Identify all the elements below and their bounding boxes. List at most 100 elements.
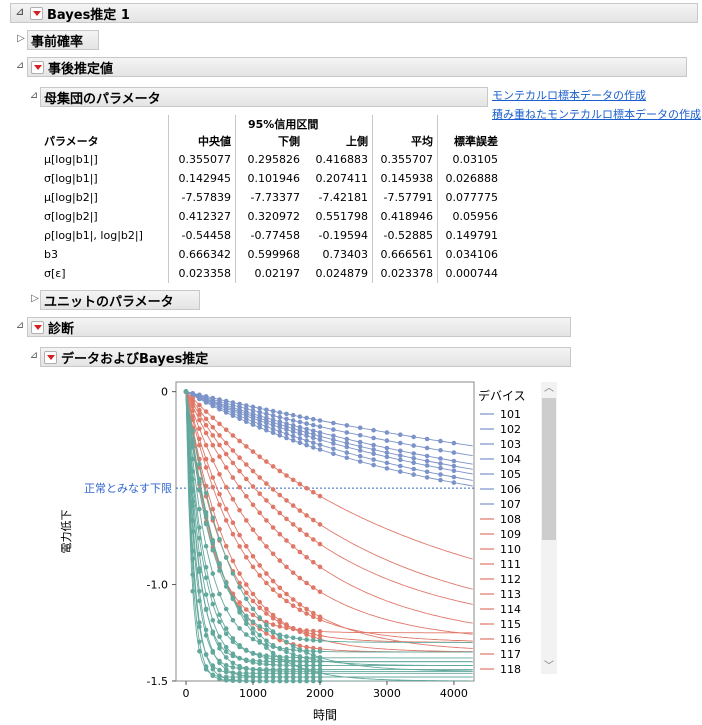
data-point	[223, 518, 229, 523]
red-triangle-menu-icon[interactable]	[31, 60, 44, 74]
data-section-title: データおよびBayes推定	[61, 351, 209, 367]
degradation-chart: 正常とみなす下限 0 1000 2000 3000 4000 0 -1.0 -1.5 時間 電力低下…	[60, 381, 526, 722]
data-point	[290, 678, 296, 684]
data-point	[277, 619, 283, 625]
scroll-up-icon[interactable]: ︿	[544, 383, 554, 394]
data-point	[244, 543, 249, 549]
data-point	[304, 485, 309, 491]
unit-section-header[interactable]: ユニットのパラメータ	[40, 290, 200, 310]
data-point	[297, 419, 303, 425]
data-point	[304, 421, 309, 426]
data-point	[257, 599, 263, 605]
data-point	[257, 406, 263, 411]
collapse-icon[interactable]: ⊿	[29, 90, 39, 101]
data-point	[357, 439, 363, 445]
value-cell: 0.101946	[235, 169, 304, 188]
data-point	[250, 630, 256, 636]
data-point	[197, 569, 202, 575]
expand-icon[interactable]: ▷	[17, 33, 25, 44]
data-point	[311, 669, 316, 674]
prior-section-header[interactable]: 事前確率	[27, 30, 99, 50]
data-point	[244, 613, 249, 619]
value-cell: -0.54458	[168, 226, 236, 245]
data-point	[270, 551, 276, 557]
data-point	[210, 540, 216, 545]
data-point	[203, 442, 209, 448]
y-tick-label: -1.5	[147, 675, 168, 688]
data-point	[210, 475, 216, 480]
value-cell: 0.73403	[322, 248, 369, 261]
parameter-name-cell: σ[log|b2|]	[44, 210, 98, 223]
data-point	[331, 420, 336, 426]
mc-sample-link[interactable]: モンテカルロ標本データの作成	[492, 89, 646, 102]
data-point	[203, 465, 209, 470]
data-point	[264, 407, 269, 413]
data-point	[244, 555, 249, 560]
data-point	[290, 477, 296, 483]
data-point	[284, 538, 289, 543]
data-point	[244, 590, 249, 596]
data-point	[277, 414, 283, 420]
data-point	[217, 526, 222, 532]
value-cell: 0.149791	[437, 226, 502, 245]
expand-icon[interactable]: ▷	[31, 293, 39, 304]
data-point	[371, 442, 376, 448]
data-point	[250, 591, 256, 597]
data-point	[237, 507, 242, 513]
red-triangle-menu-icon[interactable]	[44, 350, 57, 364]
data-point	[438, 456, 443, 461]
data-point	[257, 510, 263, 516]
value-cell: 0.207411	[315, 172, 369, 185]
data-point	[197, 442, 202, 448]
collapse-icon[interactable]: ⊿	[15, 320, 25, 331]
data-point	[297, 671, 303, 676]
data-point	[244, 494, 249, 499]
data-point	[424, 469, 430, 475]
collapse-icon[interactable]: ⊿	[29, 350, 39, 361]
data-point	[290, 635, 296, 641]
data-point	[270, 654, 276, 659]
data-point	[304, 671, 309, 676]
data-point	[230, 460, 236, 466]
data-point	[197, 648, 202, 654]
col-lower: 下側	[235, 115, 304, 150]
data-point	[237, 670, 242, 676]
population-section-header[interactable]: 母集団のパラメータ	[40, 87, 488, 107]
data-point	[250, 658, 256, 663]
data-point	[270, 413, 276, 418]
data-point	[203, 575, 209, 580]
collapse-icon[interactable]: ⊿	[15, 7, 25, 18]
value-cell: -0.52885	[372, 226, 438, 245]
value-cell: 0.024879	[315, 267, 369, 280]
data-point	[304, 644, 309, 650]
y-tick-label: -1.0	[147, 579, 168, 592]
scroll-down-icon[interactable]: ﹀	[544, 661, 554, 672]
red-triangle-menu-icon[interactable]	[31, 320, 44, 334]
data-point	[311, 445, 316, 450]
collapse-icon[interactable]: ⊿	[15, 60, 25, 71]
data-point	[223, 606, 229, 612]
data-point	[317, 655, 323, 660]
data-point	[371, 451, 376, 456]
stacked-mc-sample-link[interactable]: 積み重ねたモンテカルロ標本データの作成	[492, 108, 701, 121]
value-cell: -7.42181	[318, 191, 368, 204]
data-point	[317, 633, 323, 638]
data-point	[217, 674, 222, 679]
data-point	[203, 430, 209, 436]
posterior-section-title: 事後推定値	[48, 61, 114, 77]
data-point	[250, 598, 256, 604]
data-point	[290, 544, 296, 549]
data-point	[203, 564, 209, 570]
red-triangle-menu-icon[interactable]	[30, 6, 43, 20]
data-point	[257, 475, 263, 480]
data-point	[284, 564, 289, 570]
data-point	[317, 564, 323, 570]
scroll-thumb[interactable]	[542, 398, 556, 540]
data-point	[297, 431, 303, 437]
data-point	[237, 666, 242, 671]
data-point	[244, 618, 249, 623]
legend-title: デバイス	[478, 388, 526, 403]
data-point	[290, 570, 296, 575]
legend-scrollbar[interactable]: ︿ ﹀	[541, 382, 557, 674]
data-point	[357, 448, 363, 453]
